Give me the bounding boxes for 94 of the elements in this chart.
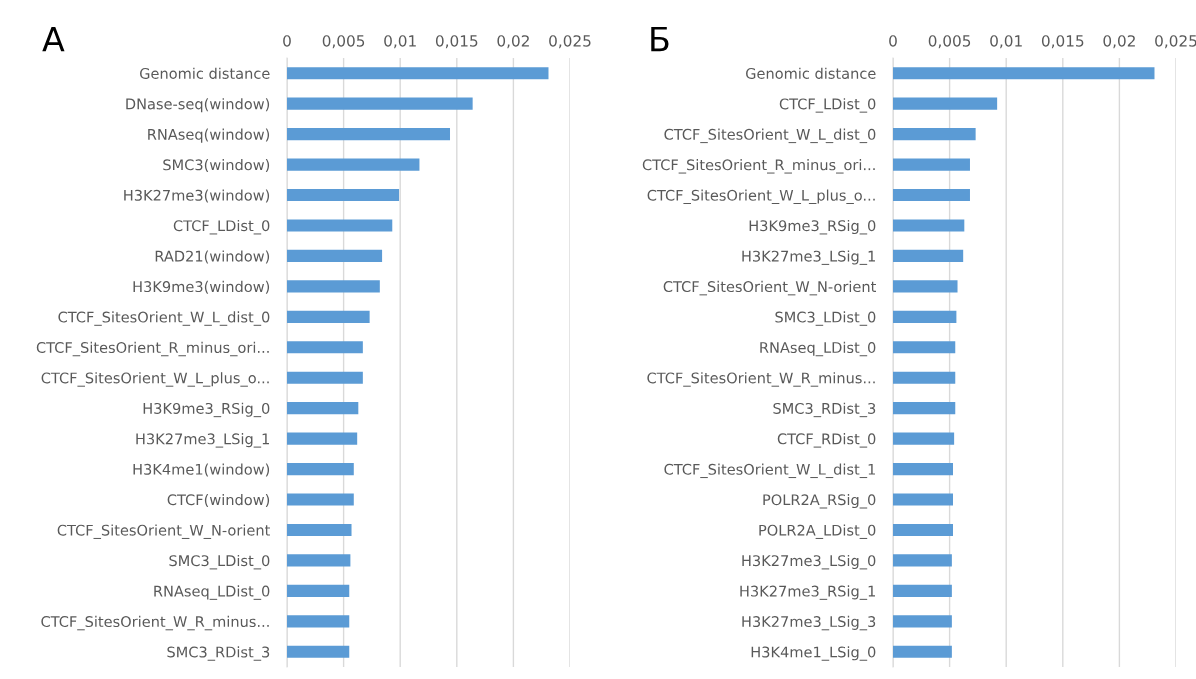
y-tick-label: SMC3_RDist_3 xyxy=(773,402,876,418)
y-tick-label: DNase-seq(window) xyxy=(126,98,270,113)
bar xyxy=(287,462,354,476)
bar xyxy=(287,432,358,445)
bar xyxy=(893,280,958,293)
y-tick-label: Genomic distance xyxy=(746,67,876,79)
bar xyxy=(893,402,956,415)
bar xyxy=(287,584,350,597)
bar xyxy=(287,249,383,263)
bar xyxy=(893,523,953,537)
y-tick-label: H3K27me3_LSig_0 xyxy=(742,554,876,570)
bar xyxy=(893,97,998,110)
y-tick-label: CTCF_SitesOrient_W_R_minus... xyxy=(41,615,269,631)
y-tick-label: H3K27me3_LSig_1 xyxy=(742,250,875,265)
bar xyxy=(287,341,363,354)
bar xyxy=(287,128,451,141)
y-tick-label: H3K9me3_RSig_0 xyxy=(749,219,876,235)
y-tick-label: H3K9me3_RSig_0 xyxy=(143,402,270,418)
bar xyxy=(287,402,359,415)
y-tick-label: POLR2A_LDist_0 xyxy=(759,524,876,539)
bar xyxy=(893,554,952,567)
x-tick-label: 0,015 xyxy=(1041,35,1084,49)
bar xyxy=(893,462,953,476)
y-tick-label: CTCF_SitesOrient_R_minus_ori... xyxy=(36,341,269,357)
bar xyxy=(893,249,964,263)
y-tick-label: CTCF_SitesOrient_W_L_plus_o... xyxy=(647,189,875,204)
y-tick-label: CTCF(window) xyxy=(167,493,270,507)
y-tick-label: H3K27me3_LSig_3 xyxy=(742,615,876,631)
bar xyxy=(287,554,351,567)
y-tick-label: CTCF_SitesOrient_W_L_dist_0 xyxy=(664,128,876,144)
bar xyxy=(287,188,400,202)
bar xyxy=(287,615,350,628)
x-tick-label: 0 xyxy=(889,35,897,47)
bar xyxy=(893,341,956,354)
y-tick-label: Genomic distance xyxy=(140,67,270,79)
x-tick-label: 0,01 xyxy=(384,35,416,49)
chart-title: Б xyxy=(651,26,669,52)
chart-title: А xyxy=(42,26,65,52)
bar xyxy=(893,219,965,232)
bar xyxy=(287,310,370,323)
bar xyxy=(287,67,549,80)
y-tick-label: CTCF_SitesOrient_W_L_dist_0 xyxy=(58,311,270,326)
bar xyxy=(893,128,976,141)
y-tick-label: H3K27me3_LSig_1 xyxy=(136,433,269,448)
x-tick-label: 0,02 xyxy=(497,35,529,49)
y-tick-label: CTCF_SitesOrient_W_N-orient xyxy=(663,280,876,296)
y-tick-label: CTCF_LDist_0 xyxy=(779,98,876,113)
y-tick-label: SMC3(window) xyxy=(163,159,270,173)
y-tick-label: RNAseq(window) xyxy=(148,128,270,143)
x-tick-label: 0 xyxy=(283,35,291,47)
bar xyxy=(287,97,473,110)
y-tick-label: RAD21(window) xyxy=(155,250,270,264)
bar xyxy=(893,158,970,171)
y-tick-label: CTCF_SitesOrient_W_R_minus... xyxy=(647,372,875,387)
y-tick-label: H3K4me1_LSig_0 xyxy=(751,646,876,661)
bar xyxy=(287,280,380,293)
bar xyxy=(287,219,393,232)
y-tick-label: SMC3_LDist_0 xyxy=(775,311,876,326)
bar xyxy=(893,584,952,597)
x-tick-label: 0,02 xyxy=(1103,35,1135,49)
y-tick-label: H3K9me3(window) xyxy=(133,280,270,294)
y-tick-label: CTCF_LDist_0 xyxy=(173,219,270,235)
y-tick-label: SMC3_RDist_3 xyxy=(167,646,270,661)
bar xyxy=(893,188,970,202)
y-tick-label: CTCF_SitesOrient_W_L_plus_o... xyxy=(41,372,269,387)
x-tick-label: 0,015 xyxy=(435,35,478,49)
y-tick-label: CTCF_SitesOrient_W_L_dist_1 xyxy=(664,463,875,479)
bar xyxy=(287,158,420,171)
bar xyxy=(893,432,955,445)
bar xyxy=(893,310,957,323)
y-tick-label: RNAseq_LDist_0 xyxy=(154,585,270,600)
y-tick-label: H3K27me3(window) xyxy=(124,189,270,203)
y-tick-label: CTCF_SitesOrient_W_N-orient xyxy=(57,524,270,539)
y-tick-label: SMC3_LDist_0 xyxy=(169,554,270,570)
x-tick-label: 0,025 xyxy=(549,35,591,49)
y-tick-label: RNAseq_LDist_0 xyxy=(760,341,876,357)
bar xyxy=(893,615,952,628)
y-tick-label: CTCF_SitesOrient_R_minus_ori... xyxy=(642,159,875,174)
y-tick-label: CTCF_RDist_0 xyxy=(777,433,876,448)
bar xyxy=(287,645,350,658)
bar xyxy=(287,493,354,506)
bar xyxy=(893,371,956,384)
x-tick-label: 0,01 xyxy=(990,35,1022,49)
bar xyxy=(893,645,952,658)
y-tick-label: POLR2A_RSig_0 xyxy=(763,493,876,509)
bar xyxy=(893,493,953,506)
x-tick-label: 0,025 xyxy=(1155,35,1196,49)
y-tick-label: H3K27me3_RSig_1 xyxy=(740,585,875,600)
bar xyxy=(287,523,352,537)
x-tick-label: 0,005 xyxy=(322,35,365,49)
bar xyxy=(287,371,363,384)
y-tick-label: H3K4me1(window) xyxy=(133,463,270,477)
x-tick-label: 0,005 xyxy=(928,35,971,49)
bar xyxy=(893,67,1155,80)
